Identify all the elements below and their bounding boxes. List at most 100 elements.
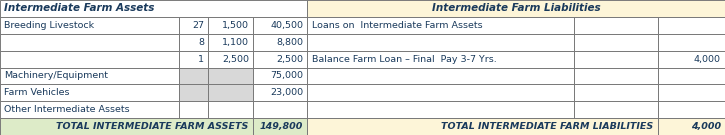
Bar <box>574 68 658 84</box>
Bar <box>658 118 725 135</box>
Bar <box>208 68 253 84</box>
Bar <box>574 68 658 84</box>
Bar <box>0 68 179 84</box>
Text: TOTAL INTERMEDIATE FARM LIABILITIES: TOTAL INTERMEDIATE FARM LIABILITIES <box>441 122 653 131</box>
Bar <box>658 84 725 101</box>
Text: 4,000: 4,000 <box>691 122 721 131</box>
Bar <box>208 84 253 101</box>
Bar <box>658 17 725 34</box>
Bar <box>658 68 725 84</box>
Bar <box>307 51 574 68</box>
Bar <box>208 17 253 34</box>
Bar <box>0 0 307 17</box>
Bar <box>574 17 658 34</box>
Bar <box>253 101 307 118</box>
Bar <box>307 0 725 17</box>
Bar <box>253 51 307 68</box>
Bar <box>658 101 725 118</box>
Text: Farm Vehicles: Farm Vehicles <box>4 88 70 97</box>
Bar <box>208 101 253 118</box>
Text: Balance Farm Loan – Final  Pay 3-7 Yrs.: Balance Farm Loan – Final Pay 3-7 Yrs. <box>312 55 497 64</box>
Text: 8,800: 8,800 <box>276 38 303 47</box>
Text: Breeding Livestock: Breeding Livestock <box>4 21 94 30</box>
Bar <box>307 118 658 135</box>
Text: 1,500: 1,500 <box>222 21 249 30</box>
Bar <box>208 17 253 34</box>
Bar <box>574 51 658 68</box>
Text: 27: 27 <box>192 21 204 30</box>
Text: Intermediate Farm Liabilities: Intermediate Farm Liabilities <box>432 3 600 14</box>
Text: 149,800: 149,800 <box>260 122 303 131</box>
Bar <box>179 17 208 34</box>
Bar <box>208 84 253 101</box>
Bar <box>574 51 658 68</box>
Bar <box>658 118 725 135</box>
Bar <box>658 68 725 84</box>
Text: 23,000: 23,000 <box>270 88 303 97</box>
Bar <box>253 68 307 84</box>
Bar <box>307 68 574 84</box>
Bar <box>179 17 208 34</box>
Bar <box>307 0 342 17</box>
Bar <box>0 101 179 118</box>
Text: Intermediate Farm Assets: Intermediate Farm Assets <box>4 3 154 14</box>
Bar <box>307 118 658 135</box>
Bar <box>574 101 658 118</box>
Bar <box>179 51 208 68</box>
Bar <box>0 101 179 118</box>
Bar <box>253 68 307 84</box>
Bar <box>253 118 307 135</box>
Bar <box>658 51 725 68</box>
Text: 2,500: 2,500 <box>276 55 303 64</box>
Bar <box>0 84 179 101</box>
Bar <box>0 51 179 68</box>
Bar <box>253 34 307 51</box>
Bar <box>179 101 208 118</box>
Text: 8: 8 <box>198 38 204 47</box>
Bar <box>658 51 725 68</box>
Bar <box>0 34 179 51</box>
Bar <box>658 17 725 34</box>
Bar <box>574 34 658 51</box>
Bar <box>658 34 725 51</box>
Bar <box>179 84 208 101</box>
Bar <box>0 118 253 135</box>
Text: Loans on  Intermediate Farm Assets: Loans on Intermediate Farm Assets <box>312 21 482 30</box>
Bar <box>208 34 253 51</box>
Bar <box>208 51 253 68</box>
Bar <box>0 34 179 51</box>
Bar <box>574 101 658 118</box>
Bar <box>253 84 307 101</box>
Bar <box>307 17 574 34</box>
Text: TOTAL INTERMEDIATE FARM ASSETS: TOTAL INTERMEDIATE FARM ASSETS <box>57 122 249 131</box>
Text: 2,500: 2,500 <box>222 55 249 64</box>
Bar <box>658 84 725 101</box>
Bar <box>0 0 307 17</box>
Bar <box>307 84 574 101</box>
Bar <box>0 118 253 135</box>
Text: 1,100: 1,100 <box>222 38 249 47</box>
Bar <box>179 101 208 118</box>
Bar <box>253 84 307 101</box>
Bar <box>179 34 208 51</box>
Bar <box>574 34 658 51</box>
Bar <box>253 17 307 34</box>
Bar <box>253 34 307 51</box>
Text: 4,000: 4,000 <box>694 55 721 64</box>
Bar <box>574 84 658 101</box>
Bar <box>574 84 658 101</box>
Bar <box>179 84 208 101</box>
Bar <box>179 68 208 84</box>
Text: 75,000: 75,000 <box>270 71 303 80</box>
Bar <box>179 51 208 68</box>
Bar <box>253 118 307 135</box>
Bar <box>0 17 179 34</box>
Bar <box>253 17 307 34</box>
Bar <box>0 84 179 101</box>
Bar <box>574 17 658 34</box>
Bar <box>253 101 307 118</box>
Bar <box>0 17 179 34</box>
Bar <box>307 68 574 84</box>
Text: Other Intermediate Assets: Other Intermediate Assets <box>4 105 130 114</box>
Bar <box>179 34 208 51</box>
